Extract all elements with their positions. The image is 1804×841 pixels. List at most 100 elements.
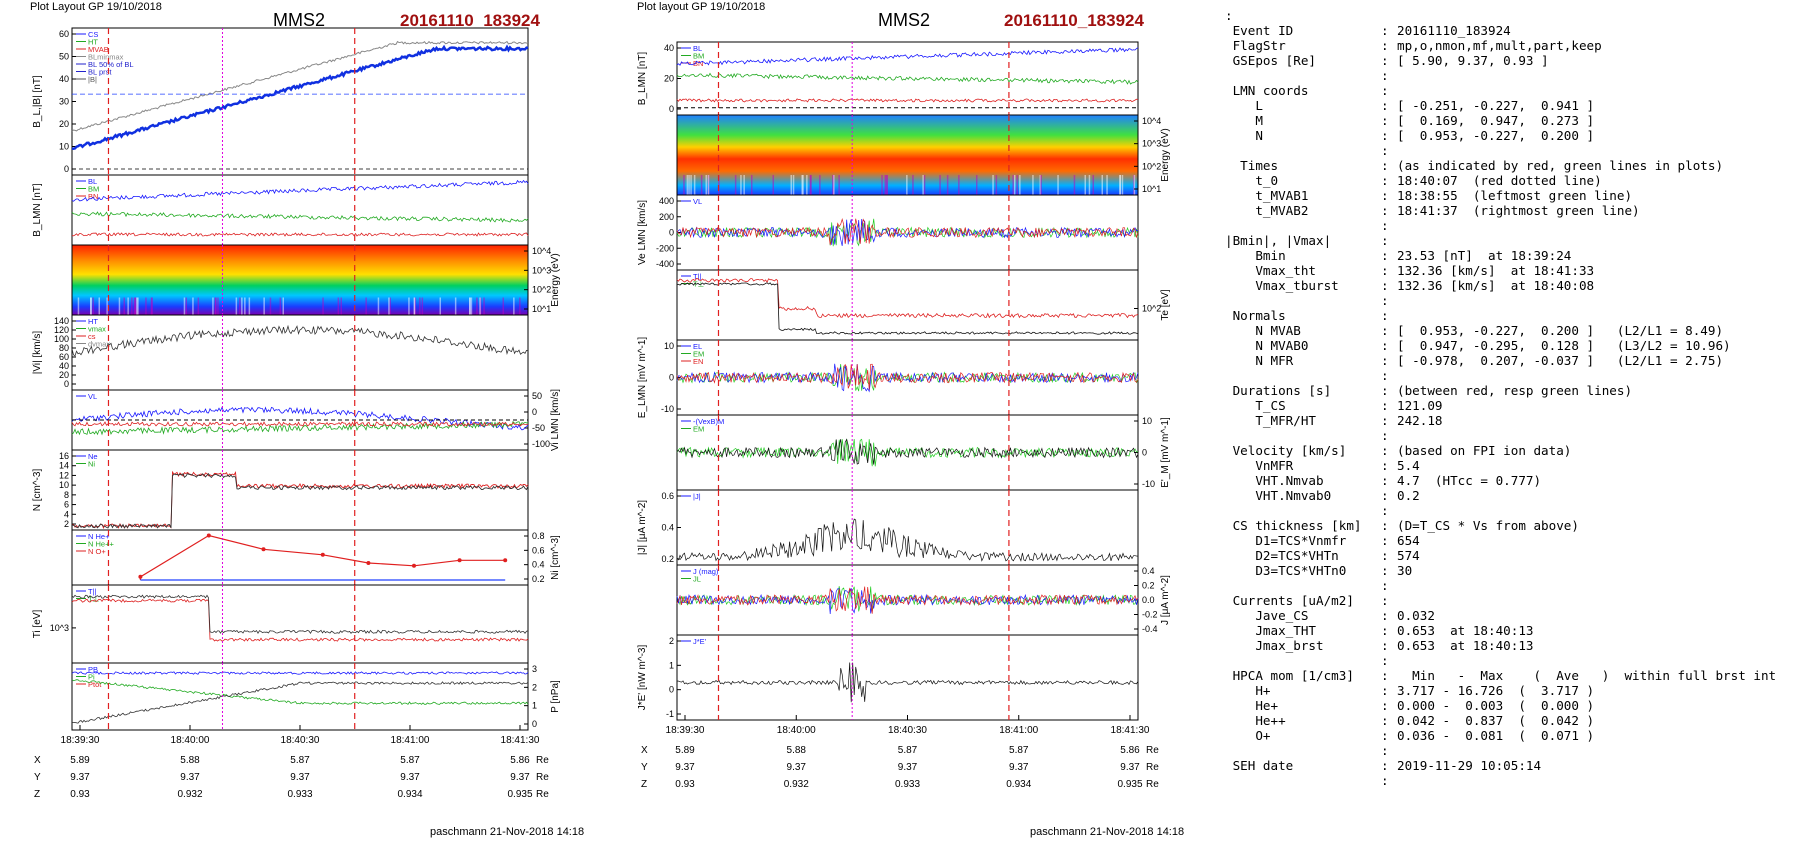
legend-entry: PB [88,665,98,674]
curve-BN [676,98,1139,103]
position-value: 0.933 [287,789,312,800]
info-sep: : [1381,608,1389,623]
position-value: 0.934 [397,789,422,800]
spectrogram-speckle [1092,175,1094,195]
info-label [1225,368,1381,383]
info-value [1397,293,1800,308]
spectrogram-speckle [197,297,200,315]
spectrogram-speckle [1013,175,1016,195]
info-label [1225,503,1381,518]
info-value: 242.18 [1397,413,1443,428]
y-tick-label: 10^1 [532,304,551,314]
position-value: 5.87 [400,755,420,766]
spectrogram-speckle [241,297,243,315]
info-row: T_CS:121.09 [1225,398,1800,413]
y-tick-label: 200 [659,212,674,222]
info-value: 3.717 - 16.726 ( 3.717 ) [1397,683,1595,698]
curve-ViM [71,420,529,436]
info-sep: : [1381,158,1389,173]
curve-JE [676,662,1139,703]
info-label: N MFR [1225,353,1294,368]
spectrogram-speckle [106,297,108,315]
panel-ylabel: |Vi| [km/s] [32,331,43,375]
info-value: 0.032 [1397,608,1435,623]
info-row: Durations [s]: (between red, resp green l… [1225,383,1800,398]
position-value: 0.932 [784,779,809,790]
y-tick-label: 10^4 [532,246,551,256]
y-tick-label: 8 [64,490,69,500]
legend-entry: Ne [88,452,98,461]
spectrogram-speckle [269,297,272,315]
info-label: H+ [1225,683,1271,698]
info-label: Jave_CS [1225,608,1309,623]
legend-entry: N He++ [88,540,114,549]
position-value: 5.87 [290,755,310,766]
spectrogram-speckle [421,297,424,315]
info-row: FlagStr: mp,o,nmon,mf,mult,part,keep [1225,38,1800,53]
position-unit: Re [536,789,549,800]
info-row: : [1225,653,1800,668]
info-label: FlagStr [1225,38,1286,53]
panel-frame [676,194,1139,271]
y-tick-label: 50 [532,391,542,401]
y-tick-label: -10 [1142,479,1155,489]
x-tick-label: 18:39:30 [61,735,100,746]
position-value: 5.89 [70,755,90,766]
event-title: 20161110_183924 [1004,11,1144,30]
info-sep: : [1381,578,1389,593]
info-value: [ 0.953, -0.227, 0.200 ] (L2/L1 = 8.49) [1397,323,1724,338]
curve-ViL [71,406,529,431]
left-figure: Plot Layout GP 19/10/2018 MMS2 20161110_18… [30,1,584,838]
info-sep: : [1381,413,1389,428]
info-sep: : [1381,353,1389,368]
panel-ylabel: E'_M [mV m^-1] [1160,417,1171,488]
info-value: 121.09 [1397,398,1443,413]
legend-entry: BM [693,52,704,61]
info-sep: : [1381,398,1389,413]
spectrogram-speckle [1012,175,1014,195]
x-tick-label: 18:40:00 [171,735,210,746]
info-label [1225,428,1381,443]
legend-entry: Ptot [88,680,102,689]
spectrogram-speckle [235,297,238,315]
info-label: Bmin [1225,248,1286,263]
legend-entry: VL [88,392,97,401]
info-value: 5.4 [1397,458,1420,473]
info-value: (as indicated by red, green lines in plo… [1397,158,1724,173]
position-value: 9.37 [510,772,530,783]
y-tick-label: 60 [59,352,69,362]
panel-frame [676,269,1139,341]
spectrogram-speckle [1019,175,1021,195]
y-tick-label: 140 [54,316,69,326]
info-label: O+ [1225,728,1271,743]
curve-Tpar [71,598,529,642]
info-value [1397,428,1800,443]
info-value: (D=T_CS * Vs from above) [1397,518,1579,533]
spectrogram-speckle [470,297,473,315]
y-tick-label: 10^3 [532,265,551,275]
info-sep: : [1381,338,1389,353]
panel-ylabel: B_LMN [nT] [637,52,648,106]
y-tick-label: -1 [666,709,674,719]
info-row: : [1225,743,1800,758]
y-tick-label: 0 [669,373,674,383]
legend-entry: HT [88,38,98,47]
position-value: 9.37 [1120,762,1140,773]
y-tick-label: -400 [656,259,674,269]
spectrogram-speckle [884,175,886,195]
position-axis: Y [641,762,648,773]
spectrogram-speckle [123,297,125,315]
position-value: 5.89 [675,745,695,756]
curve-BM [71,211,529,223]
curve-VexB [676,438,1139,465]
y-tick-label: 0.4 [1142,566,1155,576]
legend-entry: dvmax [88,340,110,349]
y-tick-label: 2 [532,682,537,692]
spectrogram-speckle [118,297,121,315]
curve-J [676,518,1139,562]
panel-8: Ti [eV] 10^3 T||T⊥ [32,584,529,664]
info-panel: : Event ID:20161110_183924 FlagStr: mp,o,… [1225,8,1800,788]
info-sep [1381,8,1397,23]
